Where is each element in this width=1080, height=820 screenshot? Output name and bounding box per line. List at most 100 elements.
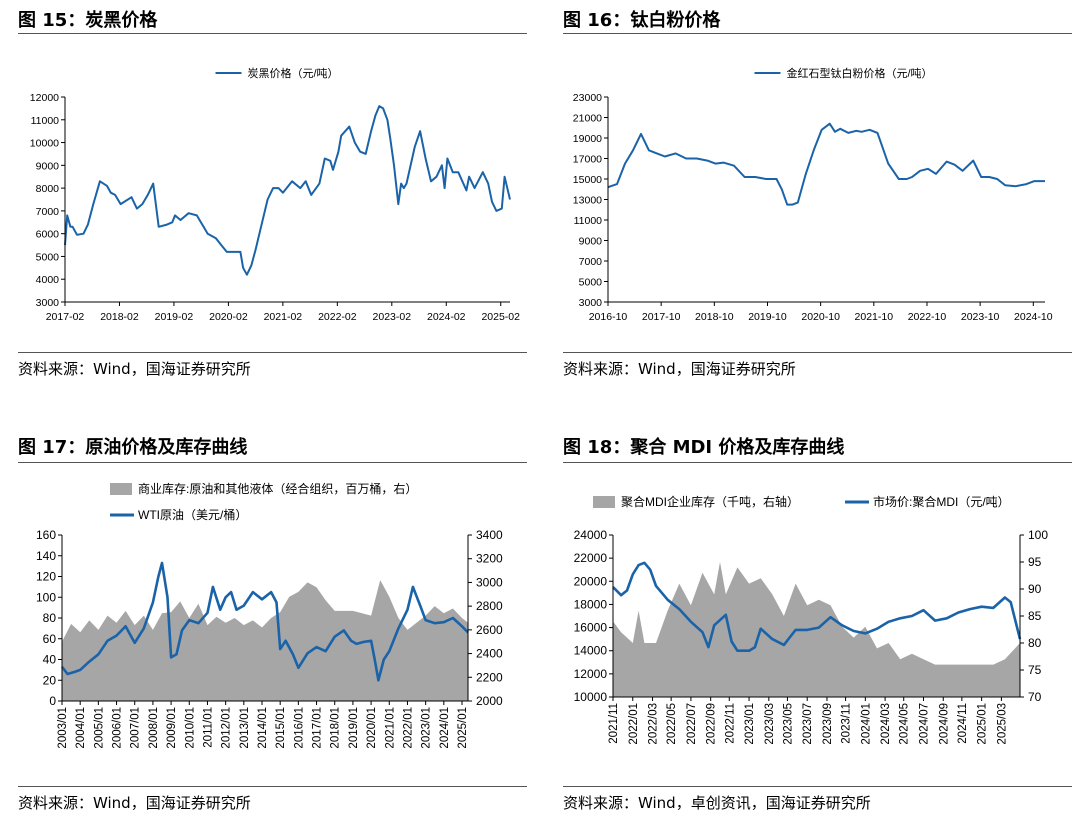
x-tick-label: 2020-02 (209, 311, 248, 323)
y-right-tick-label: 3400 (476, 528, 503, 542)
x-tick-label: 2023/03 (764, 703, 776, 745)
x-tick-label: 2005/01 (93, 707, 105, 749)
title-rule-18 (563, 462, 1072, 463)
title-rule-17 (18, 462, 527, 463)
x-tick-label: 2025/01 (977, 703, 989, 745)
x-tick-label: 2021-10 (855, 311, 894, 323)
x-tick-label: 2016-10 (589, 311, 628, 323)
figure-title-16: 图 16：钛白粉价格 (563, 10, 721, 31)
y-right-tick-label: 85 (1028, 609, 1042, 623)
x-tick-label: 2024/05 (899, 703, 911, 745)
source-rule-15 (18, 352, 527, 353)
x-tick-label: 2004/01 (75, 707, 87, 749)
y-tick-label: 9000 (36, 160, 60, 172)
x-tick-label: 2021-02 (264, 311, 303, 323)
source-note-16: 资料来源：Wind，国海证券研究所 (563, 360, 796, 378)
x-tick-label: 2022/07 (686, 703, 698, 745)
x-tick-label: 2017-02 (46, 311, 85, 323)
y-right-tick-label: 3000 (476, 575, 503, 589)
figure-title-17: 图 17：原油价格及库存曲线 (18, 437, 248, 458)
y-tick-label: 18000 (574, 597, 608, 611)
y-right-tick-label: 2400 (476, 647, 503, 661)
x-tick-label: 2023/11 (841, 703, 853, 744)
source-note-18: 资料来源：Wind，卓创资讯，国海证券研究所 (563, 794, 871, 812)
y-tick-label: 0 (49, 694, 56, 708)
x-tick-label: 2022-10 (908, 311, 947, 323)
chart-fig17: 0 20 40 60 80 100 120 140 160 2000 2200 2400 2600 280… (36, 481, 503, 749)
x-tick-label: 2022/05 (666, 703, 678, 745)
series-line-1 (612, 561, 1022, 652)
legend-swatch (593, 496, 615, 508)
x-tick-label: 2022/03 (648, 703, 660, 745)
x-tick-label: 2024/09 (938, 703, 950, 745)
y-tick-label: 10000 (30, 138, 59, 150)
x-tick-label: 2025-02 (481, 311, 520, 323)
y-tick-label: 16000 (574, 621, 608, 635)
y-tick-label: 5000 (579, 277, 603, 289)
x-tick-label: 2018-10 (695, 311, 734, 323)
x-tick-label: 2022/01 (403, 707, 415, 749)
x-tick-label: 2018/01 (330, 707, 342, 749)
x-tick-label: 2024/01 (860, 703, 872, 745)
y-tick-label: 60 (43, 632, 57, 646)
y-tick-label: 22000 (574, 551, 608, 565)
source-note-15: 资料来源：Wind，国海证券研究所 (18, 360, 251, 378)
y-tick-label: 120 (36, 570, 56, 584)
figure-title-18: 图 18：聚合 MDI 价格及库存曲线 (563, 437, 845, 458)
y-right-tick-label: 2800 (476, 599, 503, 613)
x-tick-label: 2013/01 (239, 707, 251, 749)
x-tick-label: 2012/01 (221, 707, 233, 749)
y-right-tick-label: 2600 (476, 623, 503, 637)
source-rule-18 (563, 786, 1072, 787)
y-right-tick-label: 2200 (476, 670, 503, 684)
x-tick-label: 2025/03 (996, 703, 1008, 745)
y-tick-label: 80 (43, 611, 57, 625)
legend-label: 金红石型钛白粉价格（元/吨） (787, 66, 933, 80)
y-tick-label: 11000 (574, 215, 603, 227)
y-tick-label: 12000 (30, 92, 59, 104)
x-tick-label: 2024/01 (439, 707, 451, 749)
y-tick-label: 17000 (573, 154, 602, 166)
source-rule-17 (18, 786, 527, 787)
y-tick-label: 140 (36, 549, 56, 563)
y-tick-label: 20000 (574, 574, 608, 588)
x-tick-label: 2020-10 (801, 311, 840, 323)
y-right-tick-label: 95 (1028, 555, 1042, 569)
x-tick-label: 2007/01 (130, 707, 142, 749)
legend-label: 市场价:聚合MDI（元/吨） (873, 494, 1010, 509)
x-tick-label: 2021/11 (608, 703, 620, 744)
x-tick-label: 2024-10 (1014, 311, 1053, 323)
x-tick-label: 2016/01 (293, 707, 305, 749)
x-tick-label: 2009/01 (166, 707, 178, 749)
x-tick-label: 2003/01 (57, 707, 69, 749)
y-tick-label: 7000 (36, 206, 60, 218)
y-tick-label: 4000 (36, 274, 60, 286)
x-tick-label: 2015/01 (275, 707, 287, 749)
legend-swatch (110, 483, 132, 495)
title-rule-16 (563, 33, 1072, 34)
y-right-tick-label: 100 (1028, 528, 1048, 542)
x-tick-label: 2025/01 (457, 707, 469, 749)
series-area-0 (613, 562, 1020, 697)
figure-title-15: 图 15：炭黑价格 (18, 10, 158, 31)
x-tick-label: 2020/01 (366, 707, 378, 749)
source-rule-16 (563, 352, 1072, 353)
x-tick-label: 2023/01 (421, 707, 433, 749)
series-area-0 (62, 580, 468, 701)
y-tick-label: 100 (36, 590, 56, 604)
chart-fig18: 10000 12000 14000 16000 18000 20000 22000 24000… (574, 494, 1049, 745)
y-tick-label: 9000 (579, 236, 603, 248)
y-tick-label: 14000 (574, 644, 608, 658)
series-line-1 (60, 561, 469, 682)
x-tick-label: 2024-02 (427, 311, 466, 323)
y-tick-label: 11000 (31, 115, 60, 127)
y-tick-label: 3000 (579, 297, 603, 309)
x-tick-label: 2023-02 (373, 311, 412, 323)
series-line-0 (607, 122, 1045, 206)
y-tick-label: 5000 (36, 251, 60, 263)
x-tick-label: 2024/03 (880, 703, 892, 745)
title-rule-15 (18, 33, 527, 34)
legend-label: WTI原油（美元/桶） (138, 507, 247, 522)
y-right-tick-label: 3200 (476, 552, 503, 566)
x-tick-label: 2019-02 (155, 311, 194, 323)
